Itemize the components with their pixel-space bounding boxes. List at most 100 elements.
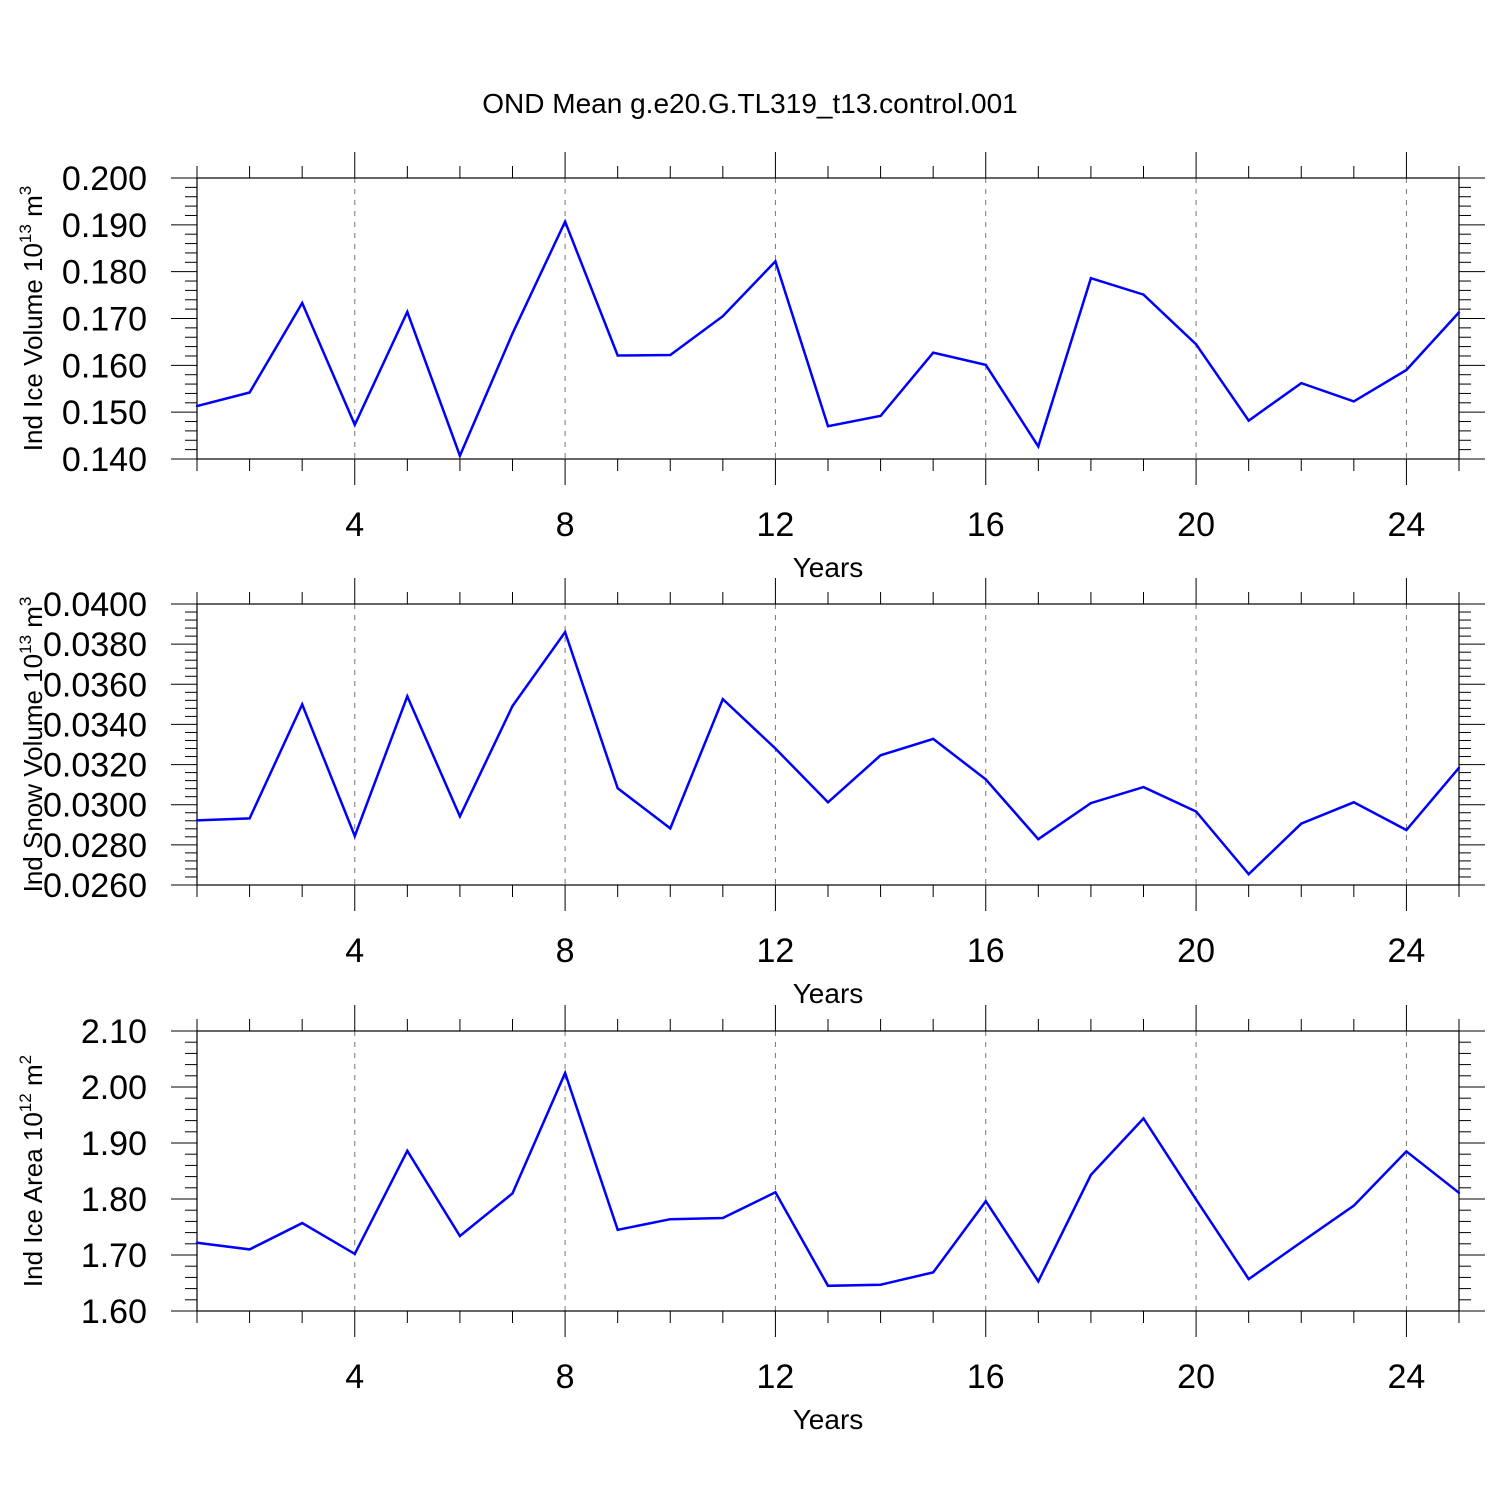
data-point [300, 301, 304, 305]
data-point [1352, 1204, 1356, 1207]
series-line [196, 1069, 1460, 1288]
data-point [984, 778, 987, 781]
x-axis-label: Years [793, 1404, 864, 1435]
data-point [1089, 1173, 1093, 1177]
data-point [563, 630, 567, 634]
data-point [1352, 400, 1356, 403]
y-axis-label-text: Ind Ice Volume 10 [18, 243, 48, 451]
data-point [1405, 1150, 1408, 1153]
data-point [616, 787, 619, 790]
data-point [1037, 1280, 1040, 1283]
data-point [721, 314, 725, 318]
x-tick-label: 4 [345, 1358, 364, 1396]
data-point [669, 827, 672, 830]
data-point [406, 1149, 409, 1153]
y-axis-label-text: Ind Snow Volume 10 [18, 654, 48, 893]
data-point [1194, 810, 1198, 813]
data-point [879, 1283, 882, 1286]
series-line [196, 218, 1460, 460]
x-axis-label: Years [793, 978, 864, 1009]
x-tick-label: 12 [757, 1358, 795, 1396]
data-point [195, 819, 199, 822]
data-point [406, 310, 409, 314]
data-point [721, 697, 725, 701]
data-point [879, 754, 882, 757]
y-tick-label: 0.0400 [43, 586, 147, 624]
chart-panel-1: 0.140 0.150 0.160 0.170 0.180 0.190 0.200 4 8 12 1… [16, 152, 1485, 583]
y-axis-label: Ind Snow Volume 1013 m3 [16, 597, 48, 893]
y-tick-label: 0.0380 [43, 626, 147, 664]
data-point [669, 353, 672, 357]
data-point [300, 1221, 304, 1225]
data-point [1300, 1240, 1303, 1244]
data-point [984, 363, 987, 367]
y-axis-label: Ind Ice Area 1012 m2 [16, 1055, 48, 1287]
data-point [1037, 445, 1040, 448]
y-tick-label: 0.0280 [43, 827, 147, 865]
y-tick-label: 0.200 [62, 160, 147, 198]
x-tick-label: 4 [345, 506, 364, 544]
y-tick-label: 0.0340 [43, 706, 147, 744]
figure-title: OND Mean g.e20.G.TL319_t13.control.001 [482, 88, 1018, 119]
plot-frame [196, 177, 1460, 460]
x-tick-label: 24 [1388, 932, 1426, 970]
data-point [511, 704, 514, 708]
data-point [1089, 801, 1093, 805]
x-tick-label: 12 [757, 506, 795, 544]
y-axis-label-unit: m [18, 1064, 48, 1093]
y-tick-label: 0.180 [62, 254, 147, 292]
data-point [406, 695, 409, 698]
y-tick-label: 0.140 [62, 441, 147, 479]
data-point [669, 1217, 672, 1221]
data-point [1247, 1277, 1250, 1281]
data-point [774, 747, 777, 750]
data-point [248, 391, 251, 394]
y-tick-label: 0.160 [62, 347, 147, 385]
y-axis-label-unit-exponent: 3 [16, 597, 35, 606]
y-tick-label: 2.10 [81, 1013, 147, 1051]
x-tick-label: 16 [967, 932, 1005, 970]
data-point [1457, 1191, 1461, 1195]
y-tick-label: 0.0300 [43, 787, 147, 825]
data-point [353, 1252, 356, 1256]
chart-panel-2: 0.02600.02800.03000.03200.03400.03600.03… [16, 578, 1485, 1009]
data-point [563, 1071, 567, 1075]
data-point [879, 414, 882, 418]
x-tick-label: 16 [967, 506, 1005, 544]
data-point [826, 1284, 830, 1288]
data-point [1142, 785, 1145, 789]
data-point [353, 834, 356, 838]
data-point [826, 801, 830, 804]
data-point [1247, 419, 1250, 422]
data-point [931, 737, 935, 741]
x-tick-label: 8 [556, 1358, 575, 1396]
data-point [616, 354, 619, 357]
data-point [563, 220, 567, 223]
data-point [458, 1234, 462, 1238]
x-axis-label: Years [793, 552, 864, 583]
y-axis-label-exponent: 13 [16, 224, 35, 243]
x-tick-label: 20 [1177, 932, 1215, 970]
plot-frame [196, 603, 1460, 886]
x-tick-label: 4 [345, 932, 364, 970]
data-point [1089, 277, 1093, 280]
data-point [1247, 872, 1250, 876]
data-point [1405, 828, 1408, 832]
y-tick-label: 0.190 [62, 207, 147, 245]
data-point [1405, 368, 1408, 372]
data-point [195, 1241, 199, 1244]
y-tick-label: 0.170 [62, 301, 147, 339]
y-tick-label: 2.00 [81, 1069, 147, 1107]
data-point [511, 332, 514, 335]
y-axis-label-unit-exponent: 3 [16, 186, 35, 195]
data-point [248, 1248, 251, 1251]
y-tick-label: 0.0320 [43, 747, 147, 785]
x-tick-label: 20 [1177, 1358, 1215, 1396]
y-axis-label-exponent: 12 [16, 1093, 35, 1112]
x-tick-label: 16 [967, 1358, 1005, 1396]
data-point [1142, 1117, 1145, 1120]
y-tick-label: 1.90 [81, 1125, 147, 1163]
data-point [511, 1192, 514, 1195]
data-point [1457, 311, 1461, 314]
